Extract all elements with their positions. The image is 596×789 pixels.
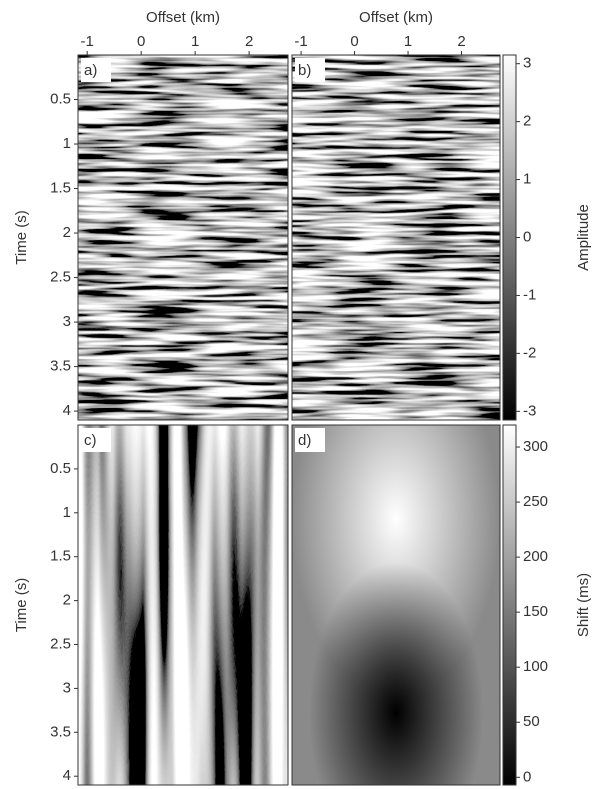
colorbar-tick-label: 100 bbox=[523, 658, 548, 675]
panel-frame bbox=[77, 54, 289, 421]
x-tick-label: 2 bbox=[245, 33, 253, 50]
colorbar-tick-label: 3 bbox=[523, 55, 531, 72]
x-tick-label: -1 bbox=[294, 33, 307, 50]
x-tick-label: 2 bbox=[457, 33, 465, 50]
panel-label-bg bbox=[81, 58, 111, 82]
colorbar-tick-label: 300 bbox=[523, 438, 548, 455]
y-tick-label: 0.5 bbox=[50, 460, 71, 477]
panel-frame bbox=[291, 424, 501, 786]
y-tick-label: 3 bbox=[63, 313, 71, 330]
y-tick-label: 2 bbox=[63, 224, 71, 241]
colorbar-tick-label: 50 bbox=[523, 713, 540, 730]
x-axis-label: Offset (km) bbox=[359, 9, 433, 26]
colorbar-tick-label: -1 bbox=[523, 286, 536, 303]
image bbox=[78, 55, 288, 420]
colorbar bbox=[502, 54, 517, 421]
y-tick-label: 4 bbox=[63, 402, 71, 419]
colorbar-tick-label: 1 bbox=[523, 171, 531, 188]
y-tick-label: 2 bbox=[63, 592, 71, 609]
colorbar-label: Shift (ms) bbox=[575, 573, 592, 637]
colorbar-tick-label: -2 bbox=[523, 344, 536, 361]
x-tick-label: 1 bbox=[191, 33, 199, 50]
colorbar bbox=[502, 424, 517, 786]
x-tick-label: 0 bbox=[350, 33, 358, 50]
colorbar-tick-label: 200 bbox=[523, 548, 548, 565]
y-tick-label: 2.5 bbox=[50, 269, 71, 286]
image bbox=[78, 425, 288, 785]
y-axis-label: Time (s) bbox=[13, 578, 30, 632]
panel-label-bg bbox=[295, 58, 325, 82]
colorbar-tick-label: 250 bbox=[523, 493, 548, 510]
panel-label: b) bbox=[298, 62, 311, 79]
panel-label: a) bbox=[84, 62, 97, 79]
y-tick-label: 0.5 bbox=[50, 90, 71, 107]
y-axis-label: Time (s) bbox=[13, 210, 30, 264]
x-tick-label: 0 bbox=[137, 33, 145, 50]
panel-frame bbox=[77, 424, 289, 786]
x-axis-label: Offset (km) bbox=[146, 9, 220, 26]
y-tick-label: 1.5 bbox=[50, 548, 71, 565]
panel-label-bg bbox=[295, 428, 325, 452]
image-low bbox=[292, 425, 500, 785]
colorbar-tick-label: 0 bbox=[523, 228, 531, 245]
y-tick-label: 3.5 bbox=[50, 358, 71, 375]
panel-label: c) bbox=[84, 432, 97, 449]
panel-frame bbox=[291, 54, 501, 421]
y-tick-label: 1.5 bbox=[50, 180, 71, 197]
y-tick-label: 3 bbox=[63, 679, 71, 696]
y-tick-label: 2.5 bbox=[50, 635, 71, 652]
colorbar-tick-label: -3 bbox=[523, 402, 536, 419]
y-tick-label: 1 bbox=[63, 504, 71, 521]
colorbar-tick-label: 150 bbox=[523, 603, 548, 620]
colorbar-tick-label: 0 bbox=[523, 768, 531, 785]
y-tick-label: 4 bbox=[63, 767, 71, 784]
y-tick-label: 1 bbox=[63, 135, 71, 152]
panel-label: d) bbox=[298, 432, 311, 449]
y-tick-label: 3.5 bbox=[50, 723, 71, 740]
colorbar-tick-label: 2 bbox=[523, 113, 531, 130]
x-tick-label: -1 bbox=[81, 33, 94, 50]
image bbox=[292, 55, 500, 420]
panel-label-bg bbox=[81, 428, 111, 452]
colorbar-label: Amplitude bbox=[575, 204, 592, 271]
x-tick-label: 1 bbox=[404, 33, 412, 50]
